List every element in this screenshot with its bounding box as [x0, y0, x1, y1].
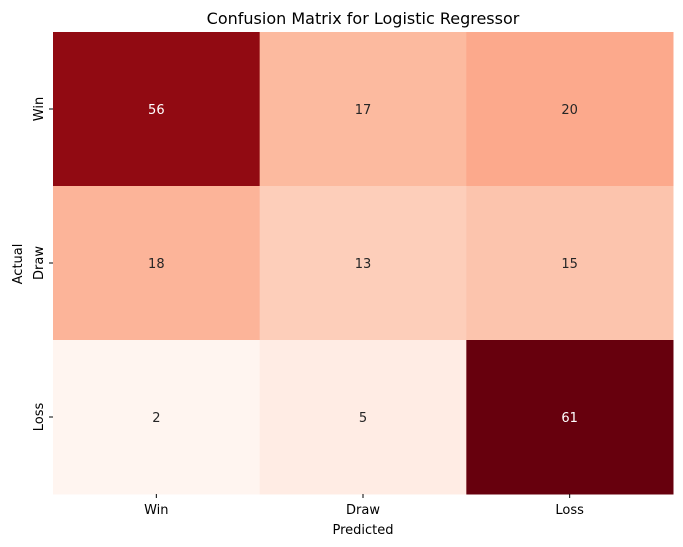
cell-value-label: 5	[359, 411, 367, 426]
heatmap-cells	[53, 32, 674, 495]
y-axis-label: Actual	[11, 244, 26, 285]
cell-value-label: 61	[561, 411, 578, 426]
x-tick-label: Loss	[555, 503, 584, 518]
cell-value-label: 56	[148, 103, 165, 118]
cell-value-label: 15	[561, 257, 578, 272]
cell-value-label: 18	[148, 257, 165, 272]
heatmap-cell	[53, 340, 261, 495]
y-tick-label: Draw	[32, 246, 47, 280]
x-axis-label: Predicted	[332, 523, 393, 538]
y-axis: Win Draw Loss	[32, 97, 53, 431]
x-tick-label: Win	[144, 503, 168, 518]
cell-value-label: 2	[152, 411, 160, 426]
cell-value-label: 17	[355, 103, 372, 118]
heatmap-cell	[259, 186, 467, 341]
heatmap-cell	[53, 32, 261, 187]
y-tick-label: Loss	[32, 403, 47, 432]
heatmap-cell	[466, 340, 674, 495]
heatmap-cell	[259, 340, 467, 495]
heatmap-cell	[259, 32, 467, 187]
chart-title: Confusion Matrix for Logistic Regressor	[207, 9, 520, 28]
cell-value-label: 20	[561, 103, 578, 118]
x-axis: Win Draw Loss	[144, 494, 584, 518]
cell-value-label: 13	[355, 257, 372, 272]
x-tick-label: Draw	[346, 503, 380, 518]
heatmap-cell	[53, 186, 261, 341]
heatmap-cell-labels: 56 17 20 18 13 15 2 5 61	[148, 103, 578, 426]
heatmap-cell	[466, 32, 674, 187]
y-tick-label: Win	[32, 97, 47, 121]
heatmap-cell	[466, 186, 674, 341]
